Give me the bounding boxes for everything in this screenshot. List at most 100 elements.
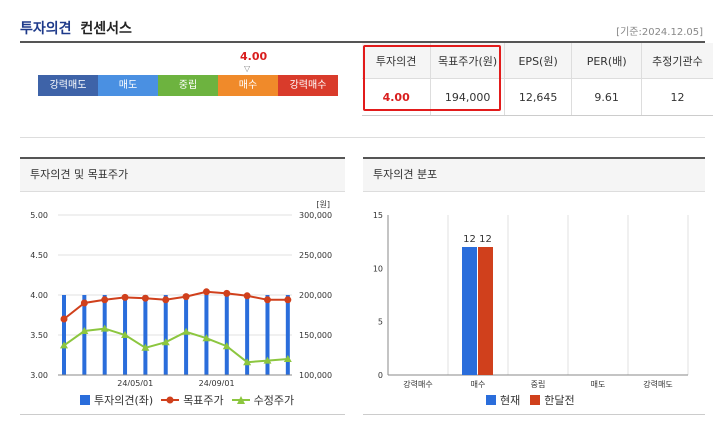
target-price-line (63, 290, 288, 320)
target-price-point (182, 293, 190, 301)
th-opinion: 투자의견 (362, 43, 431, 79)
panel-title-right: 투자의견 분포 (363, 159, 705, 192)
chart1-legend: 투자의견(좌) 목표주가 수정주가 (80, 392, 294, 408)
opinion-segment-4: 강력매수 (278, 75, 338, 96)
target-price-point (284, 296, 292, 304)
section-divider (20, 137, 705, 138)
opinion-bar (224, 295, 229, 375)
x-tick-label: 강력매수 (403, 379, 432, 389)
opinion-segment-1: 매도 (98, 75, 158, 96)
adjusted-price-point (60, 341, 68, 349)
opinion-segment-3: 매수 (218, 75, 278, 96)
target-price-point (121, 293, 129, 301)
x-tick-label: 24/09/01 (199, 379, 235, 386)
th-target-price: 목표주가(원) (430, 43, 505, 79)
panel-opinion-target: 투자의견 및 목표주가 (20, 157, 345, 415)
page-title: 투자의견 컨센서스 (20, 18, 132, 38)
x-tick-label: 매도 (591, 380, 606, 389)
legend-adjusted-label: 수정주가 (253, 394, 295, 407)
opinion-bar (245, 295, 250, 375)
y-right-tick: 300,000 (299, 211, 332, 220)
distribution-bar (462, 247, 477, 375)
y-left-tick: 4.00 (30, 291, 48, 300)
chart2-legend: 현재 한달전 (486, 392, 575, 408)
reference-date: [기준:2024.12.05] (616, 27, 703, 38)
title-sub: 컨센서스 (80, 21, 132, 37)
adjusted-price-point (202, 334, 211, 342)
th-analyst-count: 추정기관수 (640, 43, 713, 79)
y-tick: 5 (378, 318, 383, 327)
td-analyst-count: 12 (640, 78, 713, 116)
target-price-point (223, 289, 231, 297)
target-price-point (243, 292, 251, 300)
legend-month-ago-label: 한달전 (544, 394, 575, 407)
target-price-point (263, 296, 271, 304)
y-tick: 0 (378, 371, 383, 380)
target-price-point (202, 288, 210, 296)
td-eps: 12,645 (503, 78, 572, 116)
legend-target-label: 목표주가 (183, 394, 224, 407)
panel-opinion-distribution: 투자의견 분포 (363, 157, 705, 415)
adjusted-price-point (100, 324, 109, 332)
adjusted-price-line (63, 327, 288, 364)
panel-title-left: 투자의견 및 목표주가 (20, 159, 345, 192)
opinion-segment-0: 강력매도 (38, 75, 98, 96)
opinion-bar (285, 295, 290, 375)
adjusted-price-point (80, 327, 89, 334)
x-tick-label: 24/05/01 (117, 379, 153, 386)
y-right-unit: [원] (316, 200, 330, 209)
y-right-tick: 100,000 (299, 371, 332, 380)
adjusted-price-point (243, 358, 252, 366)
opinion-scale: 강력매도 매도 중립 매수 강력매수 (38, 75, 338, 96)
adjusted-price-point (161, 338, 170, 346)
y-left-tick: 3.50 (30, 331, 48, 340)
consensus-header-row: 투자의견 목표주가(원) EPS(원) PER(배) 추정기관수 (362, 43, 713, 79)
consensus-table: 투자의견 목표주가(원) EPS(원) PER(배) 추정기관수 4.00 19… (362, 43, 713, 116)
opinion-marker-icon: ▽ (244, 64, 251, 73)
adjusted-price-point (141, 343, 150, 351)
adjusted-price-point (263, 356, 272, 364)
distribution-chart: 15 10 5 0 강력매수 매수 중립 매도 강력매도 12 12 (373, 211, 689, 389)
target-price-point (101, 296, 109, 304)
adjusted-price-point (283, 355, 292, 362)
legend-opinion-label: 투자의견(좌) (94, 394, 154, 407)
y-left-tick: 4.50 (30, 251, 48, 260)
legend-current-swatch (486, 395, 496, 405)
opinion-bar (184, 295, 189, 375)
td-per: 9.61 (571, 78, 642, 116)
opinion-marker-value: 4.00 (240, 50, 268, 63)
adjusted-price-point (182, 327, 191, 335)
y-right-tick: 250,000 (299, 251, 332, 260)
opinion-bar (62, 295, 66, 375)
x-tick-label: 매수 (471, 380, 486, 389)
legend-target-swatch (161, 396, 180, 404)
opinion-bar (265, 295, 270, 375)
opinion-segment-2: 중립 (158, 75, 218, 96)
opinion-bar (102, 295, 107, 375)
adjusted-price-point (222, 342, 231, 350)
opinion-bar (143, 295, 148, 375)
opinion-bar (82, 295, 87, 375)
legend-current-label: 현재 (500, 394, 521, 407)
legend-adjusted-swatch (231, 396, 250, 404)
target-price-point (141, 294, 149, 302)
title-main: 투자의견 (20, 21, 72, 37)
y-right-tick: 150,000 (299, 331, 332, 340)
target-price-point (60, 315, 68, 323)
opinion-target-chart: 5.00 4.50 4.00 3.50 3.00 300,000 250,000 200,00… (30, 200, 332, 386)
bar-data-label: 12 (479, 234, 492, 245)
x-tick-label: 강력매도 (643, 379, 672, 389)
legend-opinion-swatch (80, 395, 90, 405)
opinion-bar (163, 295, 168, 375)
y-left-tick: 5.00 (30, 211, 48, 220)
header-divider (20, 41, 705, 43)
target-price-point (80, 299, 88, 307)
y-left-tick: 3.00 (30, 371, 48, 380)
bar-data-label: 12 (463, 234, 476, 245)
target-price-point (162, 296, 170, 304)
y-right-tick: 200,000 (299, 291, 332, 300)
highlight-box (363, 45, 501, 111)
y-tick: 15 (373, 211, 383, 220)
legend-month-ago-swatch (530, 395, 541, 405)
x-tick-label: 중립 (531, 380, 546, 389)
